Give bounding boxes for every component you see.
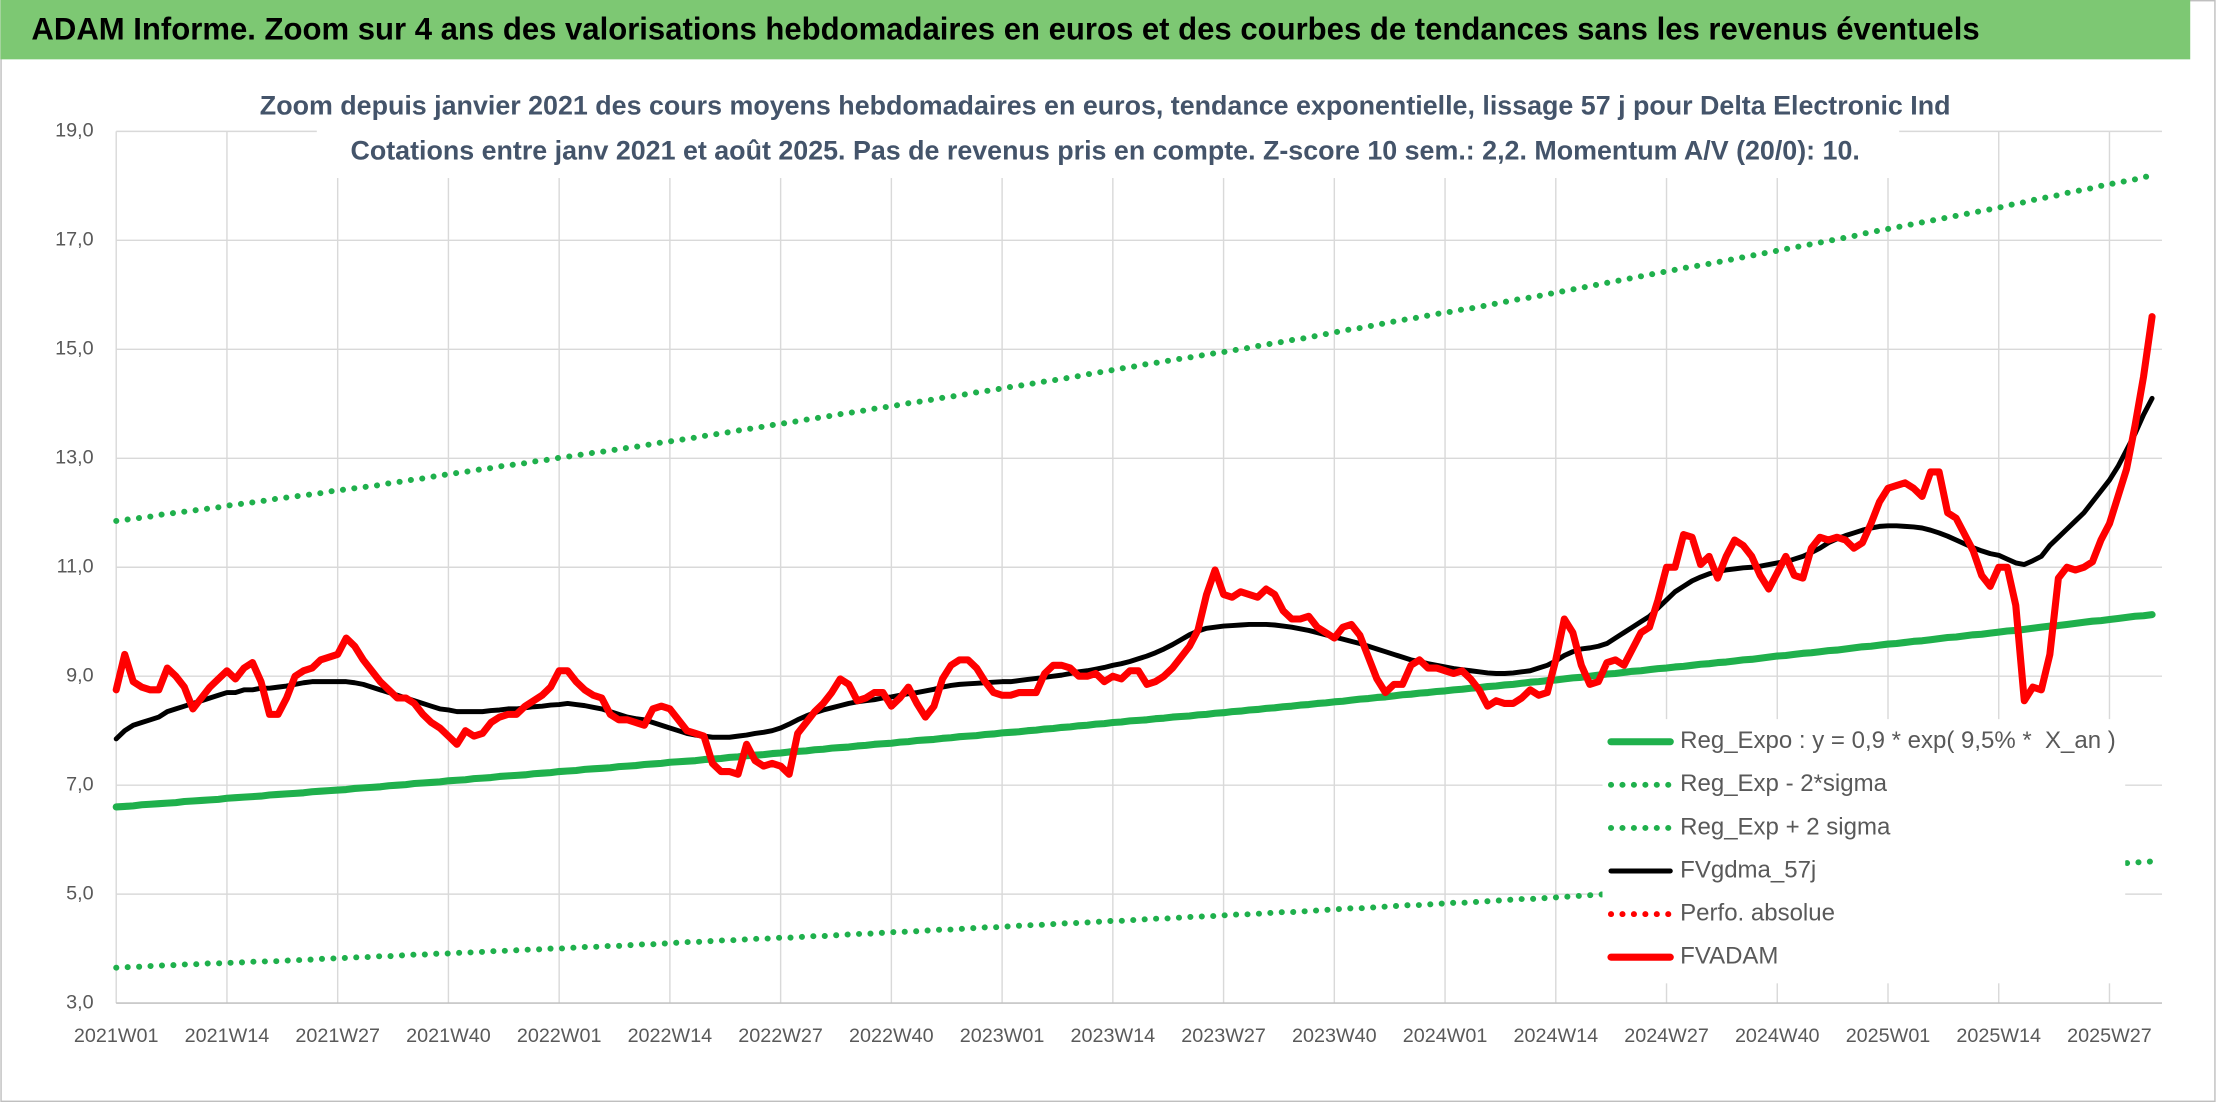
legend: Reg_Expo : y = 0,9 * exp( 9,5% * X_an ) R…	[1602, 719, 2126, 984]
x-tick-label: 2022W40	[849, 1025, 934, 1047]
x-tick-label: 2022W27	[738, 1025, 823, 1047]
x-tick-label: 2021W40	[406, 1025, 491, 1047]
y-tick-label: 5,0	[66, 882, 93, 904]
y-tick-label: 15,0	[55, 338, 93, 360]
x-tick-label: 2023W40	[1292, 1025, 1377, 1047]
legend-label: Reg_Expo : y = 0,9 * exp( 9,5% * X_an )	[1680, 727, 2116, 754]
legend-label: Reg_Exp + 2 sigma	[1680, 813, 1891, 840]
y-tick-label: 9,0	[66, 664, 93, 686]
y-tick-label: 13,0	[55, 447, 93, 469]
x-tick-label: 2024W40	[1735, 1025, 1820, 1047]
x-tick-label: 2025W01	[1846, 1025, 1931, 1047]
x-tick-label: 2022W14	[628, 1025, 713, 1047]
legend-label: FVgdma_57j	[1680, 856, 1816, 883]
chart-title: Zoom depuis janvier 2021 des cours moyen…	[260, 90, 1951, 120]
x-tick-label: 2023W14	[1071, 1025, 1156, 1047]
series-line	[113, 858, 2156, 971]
y-tick-label: 7,0	[66, 773, 93, 795]
x-tick-label: 2024W01	[1403, 1025, 1488, 1047]
x-tick-label: 2024W27	[1624, 1025, 1709, 1047]
y-tick-label: 17,0	[55, 229, 93, 251]
y-tick-label: 19,0	[55, 120, 93, 142]
title-background	[316, 81, 1900, 179]
x-tick-label: 2021W01	[74, 1025, 159, 1047]
x-tick-label: 2023W27	[1181, 1025, 1266, 1047]
x-tick-label: 2025W27	[2067, 1025, 2152, 1047]
series-line	[112, 313, 2156, 778]
banner	[0, 0, 2191, 60]
series	[112, 172, 2156, 971]
y-tick-label: 11,0	[57, 555, 94, 577]
legend-label: FVADAM	[1680, 943, 1778, 970]
x-tick-label: 2022W01	[517, 1025, 602, 1047]
x-tick-label: 2021W27	[295, 1025, 380, 1047]
x-tick-label: 2024W14	[1513, 1025, 1598, 1047]
chart-subtitle: Cotations entre janv 2021 et août 2025. …	[350, 136, 1859, 166]
y-tick-label: 3,0	[66, 991, 93, 1013]
legend-label: Perfo. absolue	[1680, 899, 1835, 926]
legend-background	[1602, 719, 2126, 984]
series-line	[112, 611, 2156, 811]
banner-title: ADAM Informe. Zoom sur 4 ans des valoris…	[31, 11, 1979, 46]
x-tick-label: 2025W14	[1956, 1025, 2041, 1047]
x-tick-label: 2021W14	[185, 1025, 270, 1047]
series-line	[113, 172, 2156, 524]
legend-label: Reg_Exp - 2*sigma	[1680, 770, 1887, 797]
x-tick-label: 2023W01	[960, 1025, 1045, 1047]
